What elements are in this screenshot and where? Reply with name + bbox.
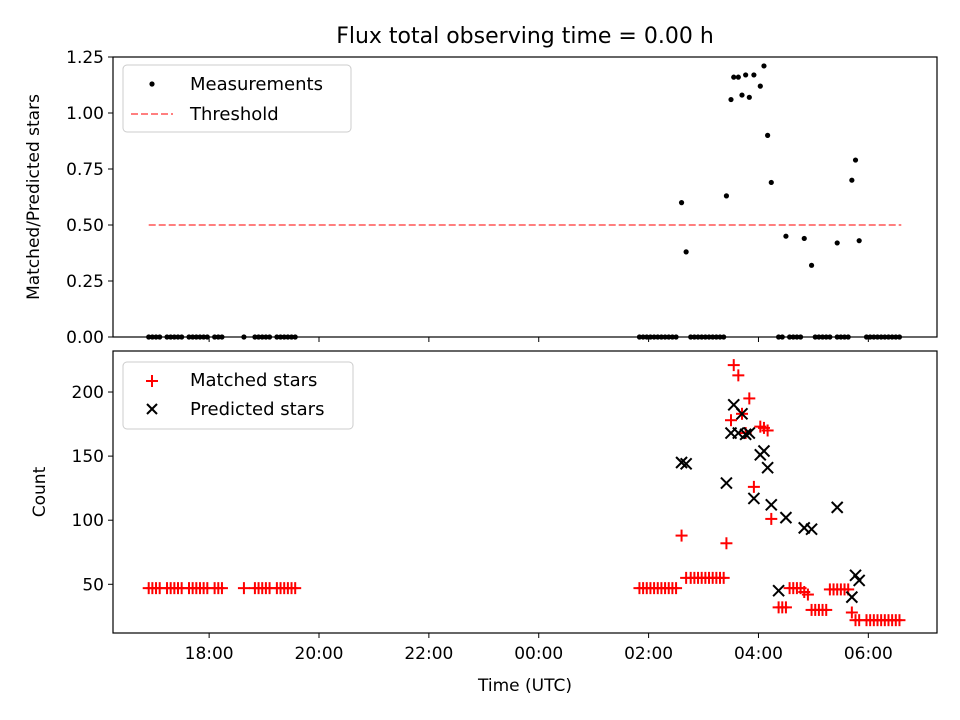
predicted-star-point	[772, 584, 785, 597]
predicted-star-point	[849, 569, 862, 582]
bottom-legend-frame	[122, 361, 354, 430]
measurement-point	[768, 179, 774, 186]
predicted-star-point	[830, 501, 844, 514]
bottom-plot-area: 50 100 150 200 18:00 20:00 22:00 00:00 02:00 04:0…	[72, 359, 906, 664]
legend-label-predicted-stars: Predicted stars	[190, 399, 324, 420]
predicted-star-point	[779, 511, 793, 524]
y-tick-label: 0.75	[66, 160, 104, 180]
legend-marker-matched-stars	[146, 375, 158, 387]
x-tick-label: 04:00	[734, 644, 783, 664]
measurement-point	[765, 132, 771, 138]
x-tick-label: 18:00	[185, 644, 234, 664]
y-tick-label: 1.25	[66, 48, 104, 68]
measurement-point	[801, 235, 807, 242]
predicted-star-point	[743, 426, 756, 440]
measurement-point	[746, 94, 752, 100]
matched-star-point	[765, 512, 778, 525]
matched-star-point	[237, 582, 250, 595]
matched-star-point	[717, 571, 730, 584]
matched-star-point	[893, 614, 906, 627]
matched-star-point	[720, 537, 733, 550]
legend-marker-measurements	[149, 81, 155, 87]
matched-star-point	[725, 414, 737, 427]
matched-star-point	[761, 424, 774, 437]
predicted-star-point	[675, 456, 688, 469]
top-axes-frame	[112, 56, 938, 338]
matched-star-point	[801, 588, 814, 601]
y-tick-label: 50	[82, 575, 104, 595]
predicted-star-point	[739, 428, 752, 441]
y-tick-label: 100	[72, 511, 104, 531]
x-tick-label: 22:00	[404, 644, 453, 664]
measurement-point	[808, 262, 815, 268]
y-tick-label: 0.00	[66, 328, 104, 348]
bottom-axes: 50 100 150 200 18:00 20:00 22:00 00:00 02:00 04:0…	[30, 350, 938, 696]
y-tick-label: 0.25	[66, 272, 104, 292]
bottom-legend: Matched stars Predicted stars	[122, 361, 354, 430]
measurement-point	[735, 74, 741, 80]
matched-star-point	[845, 606, 858, 619]
predicted-star-point	[735, 407, 749, 421]
predicted-star-point	[747, 492, 761, 505]
bottom-y-axis-label: Count	[30, 466, 50, 517]
matched-star-point	[820, 603, 833, 616]
chart-title: Flux total observing time = 0.00 h	[336, 24, 714, 49]
matched-star-point	[727, 359, 740, 372]
x-tick-label: 06:00	[844, 644, 893, 664]
measurement-point	[783, 233, 789, 239]
predicted-star-point	[852, 574, 866, 587]
measurement-point	[852, 157, 859, 163]
matched-star-point	[732, 369, 745, 382]
matched-star-point	[289, 582, 302, 595]
x-tick-label: 20:00	[295, 644, 344, 664]
y-tick-label: 0.50	[66, 216, 104, 236]
bottom-axes-frame	[112, 350, 938, 634]
measurement-point	[678, 200, 685, 206]
measurement-point	[728, 96, 734, 103]
top-y-axis-label: Matched/Predicted stars	[24, 94, 44, 300]
matched-star-point	[670, 582, 683, 595]
top-plot-area: 0.00 0.25 0.50 0.75 1.00 1.25	[66, 48, 903, 348]
matched-star-point	[779, 601, 792, 614]
measurement-point	[761, 63, 767, 69]
legend-label-measurements: Measurements	[190, 74, 323, 95]
measurement-point	[834, 240, 840, 246]
measurement-point	[739, 92, 745, 98]
matched-star-point	[747, 480, 760, 493]
predicted-star-point	[757, 444, 771, 458]
matched-star-point	[675, 529, 688, 542]
predicted-star-point	[761, 461, 774, 474]
predicted-star-point	[679, 457, 693, 471]
matched-star-point	[215, 582, 228, 595]
y-tick-label: 200	[72, 383, 104, 403]
y-tick-label: 150	[72, 447, 104, 467]
predicted-star-point	[765, 498, 778, 512]
measurement-point	[856, 238, 862, 244]
x-tick-label: 02:00	[624, 644, 673, 664]
measurement-point	[849, 177, 855, 183]
top-axes: Flux total observing time = 0.00 h 0.000…	[24, 24, 938, 348]
top-legend: Measurements Threshold	[122, 64, 352, 133]
legend-marker-predicted-stars	[146, 403, 158, 415]
x-axis-label: Time (UTC)	[477, 676, 572, 696]
measurement-point	[751, 72, 757, 78]
legend-label-matched-stars: Matched stars	[190, 370, 317, 391]
y-tick-label: 1.00	[66, 104, 104, 124]
legend-label-threshold: Threshold	[189, 104, 279, 125]
measurement-point	[757, 83, 763, 89]
top-legend-frame	[122, 64, 352, 133]
measurement-point	[723, 193, 730, 199]
measurement-point	[731, 74, 737, 80]
predicted-star-point	[805, 522, 818, 536]
measurement-point	[683, 249, 689, 255]
x-tick-label: 00:00	[514, 644, 563, 664]
measurement-point	[743, 72, 749, 78]
matched-star-point	[743, 392, 756, 405]
predicted-star-point	[845, 590, 859, 604]
predicted-star-point	[720, 476, 733, 490]
